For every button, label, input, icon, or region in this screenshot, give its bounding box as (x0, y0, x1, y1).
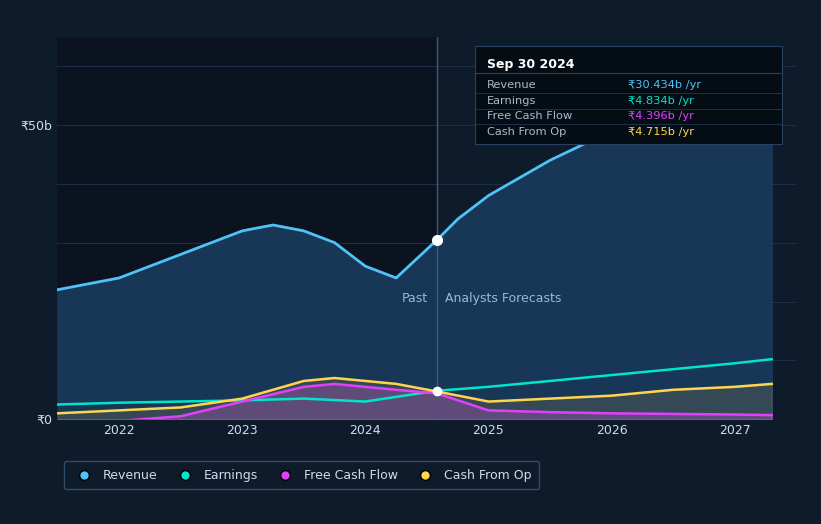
Legend: Revenue, Earnings, Free Cash Flow, Cash From Op: Revenue, Earnings, Free Cash Flow, Cash … (64, 462, 539, 489)
Bar (57, 37, 437, 419)
Text: Past: Past (402, 292, 429, 305)
Text: Analysts Forecasts: Analysts Forecasts (445, 292, 562, 305)
